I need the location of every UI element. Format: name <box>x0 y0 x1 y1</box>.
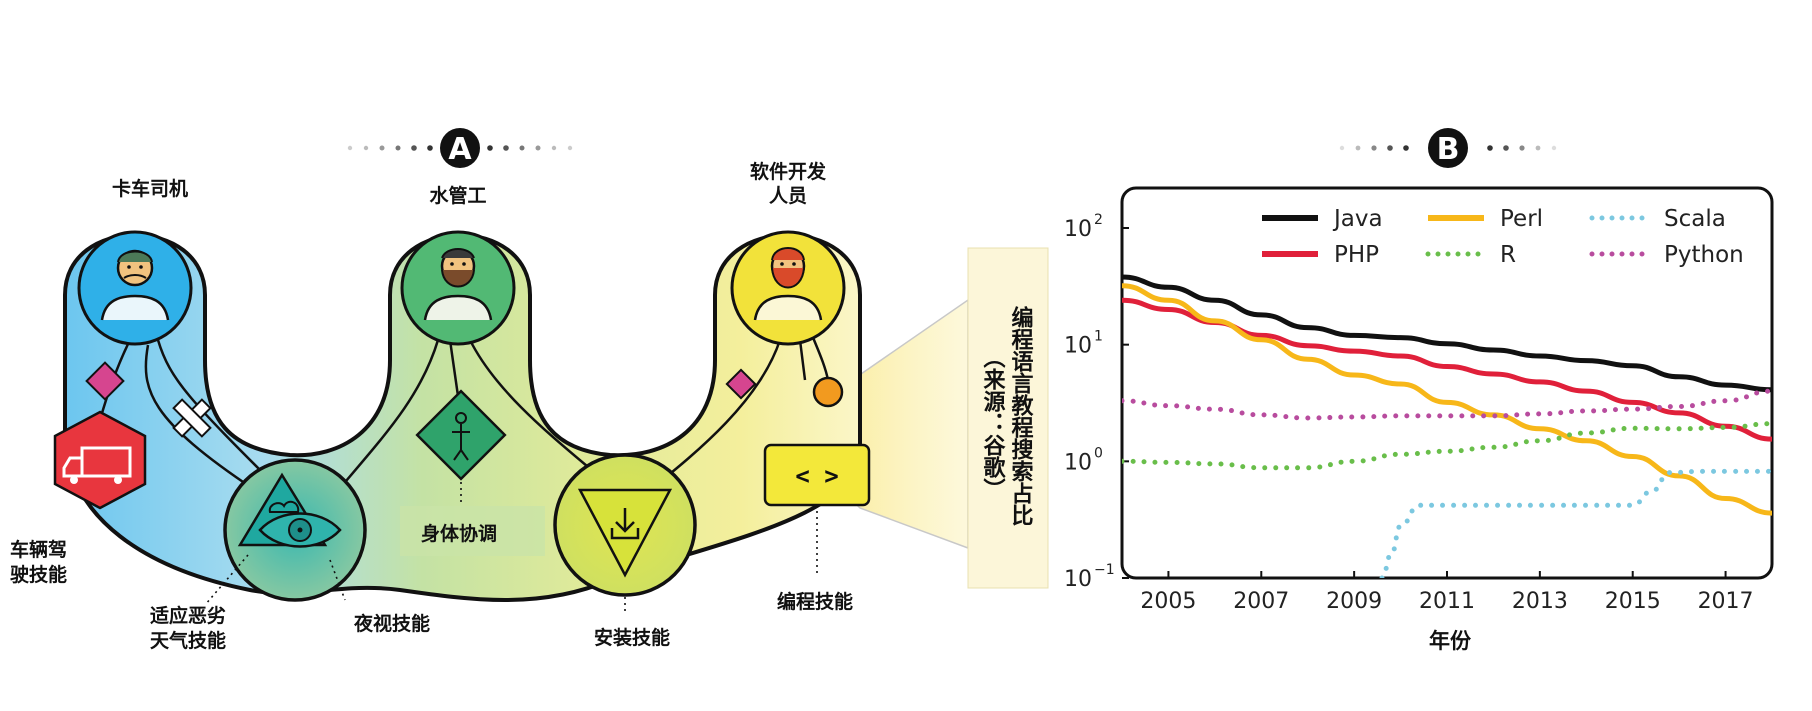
skill-coding-label: 编程技能 <box>777 590 853 613</box>
x-tick-label: 2009 <box>1326 589 1382 614</box>
y-tick-exponent: 0 <box>1094 445 1103 461</box>
code-symbol: < > <box>795 462 838 490</box>
skill-vehicle-label-line1: 车辆驾 <box>10 538 67 561</box>
truck-driver-avatar <box>77 230 193 346</box>
eye-icon <box>258 512 342 548</box>
plot-series <box>1122 274 1772 578</box>
series-line-java <box>1122 274 1772 393</box>
badge-dots-right <box>487 145 573 151</box>
plumber-icon <box>423 248 493 321</box>
legend-label-php: PHP <box>1334 242 1379 268</box>
y-tick-exponent: 1 <box>1094 329 1103 345</box>
series-line-python <box>1122 388 1772 421</box>
x-tick-label: 2005 <box>1140 589 1196 614</box>
x-axis-label: 年份 <box>1429 629 1472 653</box>
download-triangle-icon <box>577 488 673 578</box>
role-developer-label-line2: 人员 <box>769 185 807 207</box>
developer-icon <box>753 247 823 321</box>
role-plumber-label: 水管工 <box>429 184 486 207</box>
badge-a-letter: A <box>448 132 472 167</box>
callout-box <box>967 247 1049 589</box>
x-tick-label: 2015 <box>1605 589 1661 614</box>
y-tick-label: 10 <box>1064 450 1092 475</box>
x-tick-label: 2013 <box>1512 589 1568 614</box>
legend-label-python: Python <box>1664 242 1744 268</box>
orange-dot-icon <box>812 376 844 408</box>
y-tick-label: 10 <box>1064 567 1092 592</box>
skill-night-label: 夜视技能 <box>353 612 430 635</box>
truck-hexagon-icon <box>53 410 147 510</box>
plumber-avatar <box>400 230 516 346</box>
legend-label-scala: Scala <box>1664 206 1726 232</box>
badge-b-circle <box>1428 128 1468 168</box>
x-tick-label: 2011 <box>1419 589 1475 614</box>
skill-weather-label-line1: 适应恶劣 <box>150 604 226 627</box>
panel-a-badge: A <box>347 128 573 168</box>
pink-diamond-icon <box>85 361 125 401</box>
y-tick-label: 10 <box>1064 334 1092 359</box>
pink-diamond-icon-2 <box>725 368 757 400</box>
role-truck-driver-label: 卡车司机 <box>112 177 188 200</box>
skill-vehicle-label-line2: 驶技能 <box>10 563 67 586</box>
y-tick-label: 10 <box>1064 217 1092 242</box>
legend-label-java: Java <box>1332 206 1383 232</box>
x-tick-label: 2007 <box>1233 589 1289 614</box>
body-label-bg <box>400 506 545 556</box>
code-icon-box: < > <box>763 443 871 507</box>
x-axis: 2005 2007 2009 2011 2013 2015 2017 <box>1140 571 1754 614</box>
posture-diamond-icon <box>415 389 507 481</box>
series-line-perl <box>1122 283 1772 516</box>
series-line-r <box>1122 421 1772 471</box>
badge-a-circle <box>440 128 480 168</box>
driver-icon <box>100 249 170 321</box>
x-tick-label: 2017 <box>1698 589 1754 614</box>
legend: Java Perl Scala PHP R Python <box>1262 206 1744 268</box>
skill-weather-label-line2: 天气技能 <box>150 629 226 652</box>
legend-label-perl: Perl <box>1500 206 1543 232</box>
badge-b-letter: B <box>1437 132 1460 167</box>
legend-label-r: R <box>1500 242 1516 268</box>
series-line-scala <box>1379 468 1772 578</box>
cross-icon <box>172 398 212 438</box>
y-tick-exponent: 2 <box>1094 212 1103 228</box>
role-developer-label-line1: 软件开发 <box>750 160 827 183</box>
callout-title: 编程语言教程搜索占比 <box>1008 305 1034 527</box>
badge-dots-left <box>347 145 433 151</box>
y-tick-exponent: −1 <box>1094 562 1115 578</box>
leader-lines <box>204 482 818 615</box>
callout-source: （来源：谷歌） <box>980 346 1007 500</box>
panel-a: A <box>10 128 1049 652</box>
developer-avatar <box>730 230 846 346</box>
skill-install-label: 安装技能 <box>594 626 670 649</box>
skill-body-label: 身体协调 <box>421 522 497 545</box>
panel-b-badge: B <box>1339 128 1557 168</box>
